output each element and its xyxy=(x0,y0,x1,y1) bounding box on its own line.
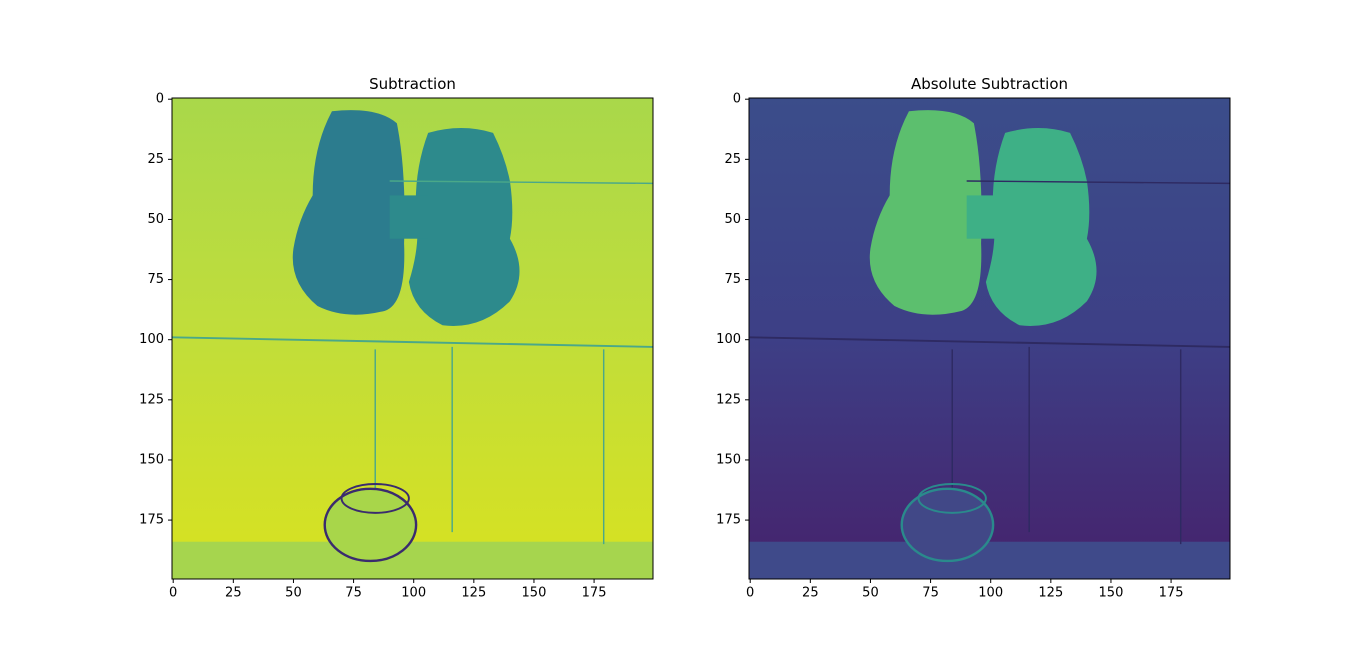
y-tick-label: 125 xyxy=(716,392,741,407)
x-tick-label: 175 xyxy=(582,586,607,601)
y-tick-label: 0 xyxy=(733,92,741,107)
image-left xyxy=(172,98,653,579)
y-tick-label: 125 xyxy=(139,392,164,407)
image-right xyxy=(749,98,1230,579)
y-tick-label: 150 xyxy=(139,452,164,467)
x-tick-label: 100 xyxy=(978,586,1003,601)
y-tick-label: 175 xyxy=(716,513,741,528)
x-tick-label: 75 xyxy=(345,586,362,601)
x-tick-label: 150 xyxy=(522,586,547,601)
x-tick-label: 25 xyxy=(225,586,242,601)
x-tick-label: 50 xyxy=(285,586,302,601)
x-tick-label: 125 xyxy=(461,586,486,601)
x-tick-label: 125 xyxy=(1038,586,1063,601)
x-tick-label: 150 xyxy=(1099,586,1124,601)
axes-frame xyxy=(171,97,654,580)
y-tick-label: 50 xyxy=(724,212,741,227)
y-tick-label: 75 xyxy=(147,272,164,287)
x-tick-label: 100 xyxy=(401,586,426,601)
x-tick-label: 25 xyxy=(802,586,819,601)
x-tick-label: 0 xyxy=(169,586,177,601)
y-tick-label: 175 xyxy=(139,513,164,528)
y-tick-label: 25 xyxy=(724,152,741,167)
x-tick-label: 50 xyxy=(862,586,879,601)
y-tick-label: 0 xyxy=(156,92,164,107)
chart-title: Subtraction xyxy=(369,75,456,93)
x-tick-label: 0 xyxy=(746,586,754,601)
axes-frame xyxy=(748,97,1231,580)
y-tick-label: 25 xyxy=(147,152,164,167)
chart-title: Absolute Subtraction xyxy=(911,75,1068,93)
y-tick-label: 75 xyxy=(724,272,741,287)
x-tick-label: 75 xyxy=(922,586,939,601)
x-tick-label: 175 xyxy=(1159,586,1184,601)
y-tick-label: 100 xyxy=(716,332,741,347)
y-tick-label: 100 xyxy=(139,332,164,347)
y-tick-label: 50 xyxy=(147,212,164,227)
y-tick-label: 150 xyxy=(716,452,741,467)
